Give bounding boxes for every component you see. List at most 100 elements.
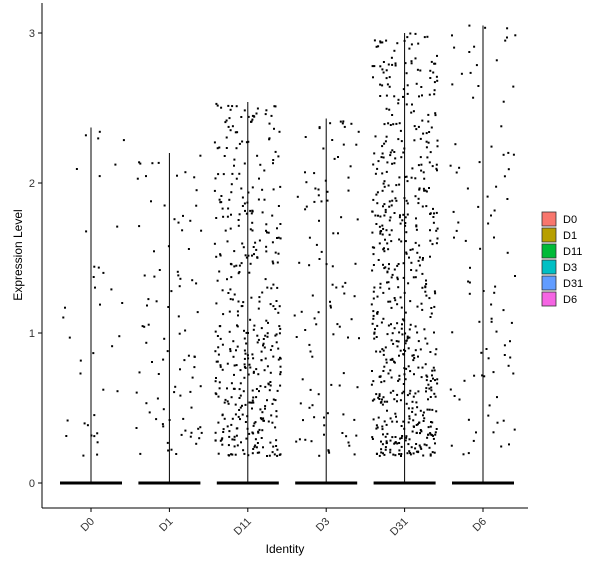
data-point — [255, 112, 258, 115]
data-point — [384, 446, 387, 449]
data-point — [512, 153, 515, 156]
data-point — [400, 437, 403, 439]
data-point — [379, 65, 382, 68]
data-point — [333, 157, 336, 160]
data-point — [503, 175, 506, 178]
data-point — [395, 122, 398, 125]
data-point — [259, 408, 262, 411]
data-point — [251, 353, 254, 356]
data-point — [431, 243, 434, 246]
data-point — [421, 308, 424, 311]
data-point — [462, 453, 465, 456]
data-point — [177, 221, 180, 224]
data-point — [260, 437, 263, 439]
data-point — [254, 444, 257, 447]
data-point — [265, 109, 268, 112]
data-point — [92, 352, 95, 355]
data-point — [424, 285, 427, 288]
data-point — [425, 283, 428, 285]
data-point — [237, 272, 240, 275]
data-point — [507, 364, 510, 367]
data-point — [389, 154, 392, 157]
data-point — [247, 332, 249, 334]
data-point — [391, 436, 394, 439]
data-point — [219, 253, 222, 256]
data-point — [163, 204, 166, 207]
data-point — [222, 313, 225, 316]
data-point — [235, 177, 238, 180]
data-point — [415, 443, 418, 445]
data-point — [228, 430, 231, 433]
data-point — [116, 390, 119, 393]
data-point — [377, 416, 380, 419]
data-point — [402, 151, 405, 154]
data-point — [393, 442, 396, 445]
data-point — [251, 229, 254, 232]
data-point — [473, 45, 476, 48]
data-point — [406, 337, 409, 340]
data-point — [372, 290, 375, 293]
data-point — [261, 211, 264, 214]
data-point — [384, 211, 387, 214]
data-point — [176, 270, 179, 273]
data-point — [246, 427, 249, 430]
data-point — [236, 310, 239, 313]
data-point — [482, 290, 485, 292]
data-point — [404, 62, 407, 65]
data-point — [218, 270, 221, 273]
data-point — [64, 306, 66, 309]
data-point — [425, 205, 428, 208]
data-point — [221, 443, 224, 446]
data-point — [247, 140, 250, 143]
data-point — [257, 338, 260, 341]
data-point — [451, 34, 453, 37]
data-point — [258, 296, 261, 299]
data-point — [237, 314, 239, 317]
data-point — [257, 431, 260, 434]
data-point — [414, 349, 417, 352]
data-point — [403, 291, 406, 294]
data-point — [394, 412, 397, 415]
data-point — [397, 102, 400, 105]
data-point — [495, 330, 498, 333]
data-point — [394, 157, 397, 160]
data-point — [389, 369, 392, 372]
data-point — [271, 214, 274, 217]
data-point — [227, 402, 230, 405]
data-point — [428, 446, 431, 449]
data-point — [356, 386, 359, 389]
data-point — [226, 400, 229, 403]
data-point — [468, 51, 471, 53]
data-point — [331, 265, 334, 268]
data-point — [373, 286, 376, 289]
data-point — [405, 103, 408, 106]
data-point — [262, 446, 264, 449]
data-point — [384, 346, 387, 349]
data-point — [417, 450, 420, 453]
data-point — [433, 89, 436, 92]
data-point — [231, 298, 234, 301]
data-point — [401, 323, 403, 326]
data-point — [413, 373, 415, 376]
data-point — [265, 319, 268, 322]
data-point — [411, 354, 414, 357]
data-point — [419, 348, 422, 351]
data-point — [259, 385, 262, 388]
data-point — [403, 147, 406, 150]
data-point — [266, 455, 268, 457]
data-point — [390, 229, 393, 232]
data-point — [405, 231, 408, 234]
data-point — [267, 420, 270, 423]
data-point — [260, 418, 263, 421]
data-point — [228, 310, 231, 313]
data-point — [217, 421, 220, 424]
data-point — [390, 376, 393, 379]
data-point — [256, 442, 259, 444]
data-point — [404, 311, 407, 314]
data-point — [90, 434, 93, 437]
data-point — [433, 451, 436, 454]
legend-swatch-D11 — [541, 243, 557, 259]
data-point — [396, 393, 399, 396]
data-point — [389, 300, 392, 303]
data-point — [167, 306, 170, 308]
